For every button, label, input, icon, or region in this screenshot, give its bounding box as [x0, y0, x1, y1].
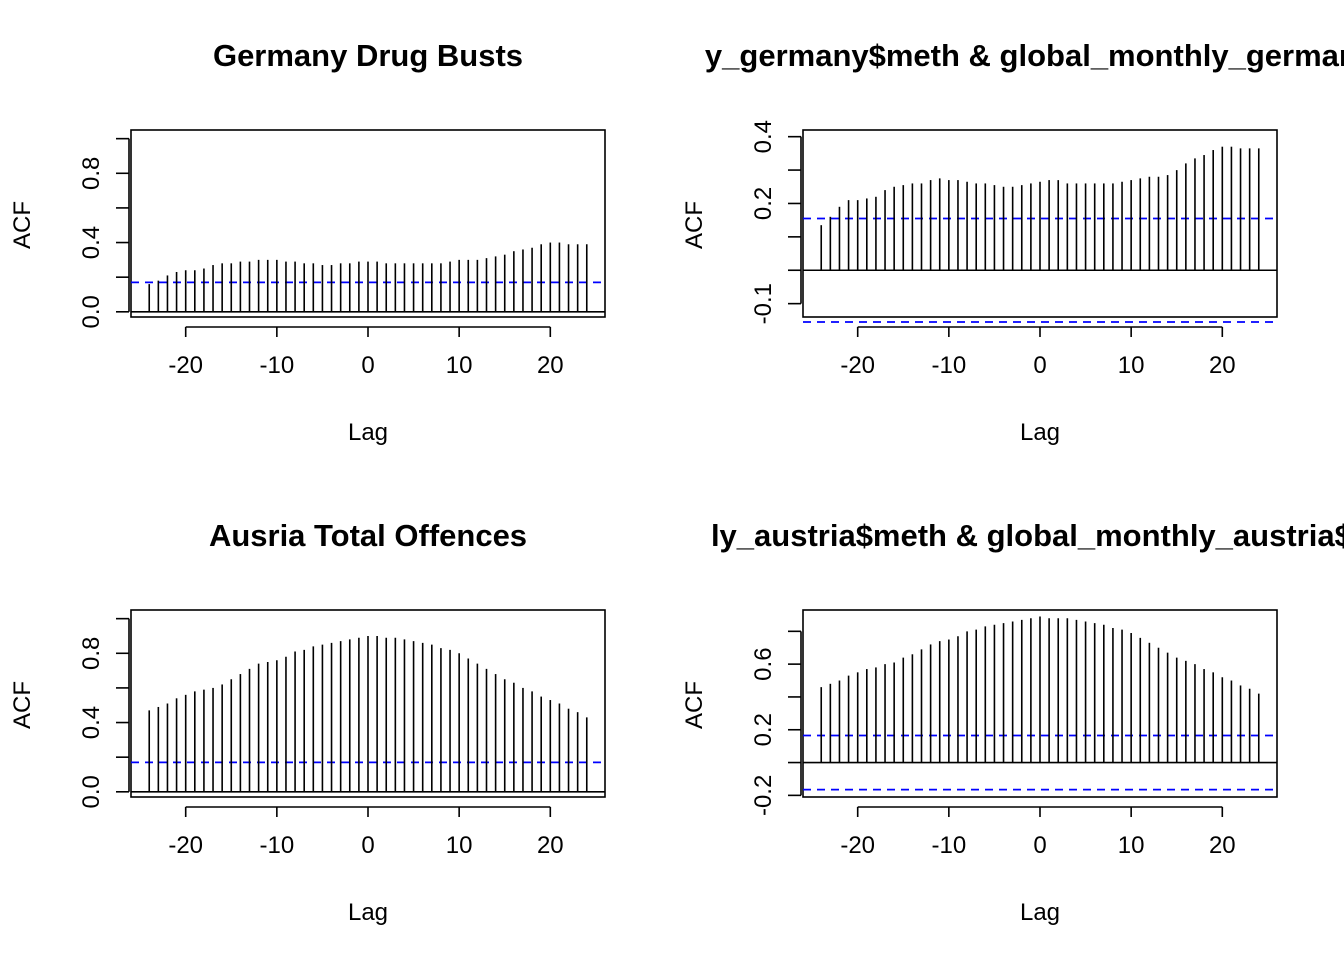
y-axis-title: ACF [9, 201, 36, 249]
acf-panel-1: Germany Drug Busts -20 -10 0 10 20 0.0 0.4 0.8 La… [9, 38, 606, 446]
x-tick-label: 0 [1033, 352, 1046, 379]
y-tick-label: 0.6 [750, 647, 777, 680]
panel-title: Ausria Total Offences [209, 518, 527, 553]
acf-panel-2: y_germany$meth & global_monthly_germany -… [681, 38, 1344, 446]
plot-frame [802, 129, 1278, 318]
plot-frame [130, 129, 606, 318]
y-axis-title: ACF [9, 681, 36, 729]
y-axis-title: ACF [681, 681, 708, 729]
y-tick-label: -0.2 [750, 775, 777, 816]
x-tick-label: -20 [168, 832, 203, 859]
x-tick-label: 20 [1209, 352, 1236, 379]
x-tick-label: 0 [1033, 832, 1046, 859]
x-tick-label: -10 [260, 352, 295, 379]
acf-panel-4: ly_austria$meth & global_monthly_austria… [681, 518, 1344, 926]
y-tick-label: 0.2 [750, 713, 777, 746]
panel-title: y_germany$meth & global_monthly_germany [705, 38, 1344, 73]
x-tick-label: 10 [1118, 352, 1145, 379]
x-tick-label: 0 [361, 832, 374, 859]
y-tick-label: 0.4 [78, 226, 105, 259]
x-tick-label: -20 [168, 352, 203, 379]
x-tick-label: 10 [1118, 832, 1145, 859]
x-tick-label: 0 [361, 352, 374, 379]
acf-panel-3: Ausria Total Offences -20 -10 0 10 20 0.0 0.4 0.… [9, 518, 606, 926]
plot-frame [130, 609, 606, 798]
y-tick-label: 0.4 [750, 120, 777, 153]
x-axis-title: Lag [348, 419, 388, 446]
x-tick-label: -20 [840, 352, 875, 379]
y-tick-label: 0.4 [78, 706, 105, 739]
x-tick-label: 20 [537, 832, 564, 859]
x-tick-label: 20 [1209, 832, 1236, 859]
x-axis-title: Lag [1020, 419, 1060, 446]
x-axis-title: Lag [348, 899, 388, 926]
x-tick-label: 10 [446, 832, 473, 859]
y-tick-label: -0.1 [750, 283, 777, 324]
y-axis-title: ACF [681, 201, 708, 249]
x-tick-label: 20 [537, 352, 564, 379]
x-tick-label: -20 [840, 832, 875, 859]
y-tick-label: 0.8 [78, 637, 105, 670]
panel-title: ly_austria$meth & global_monthly_austria… [711, 518, 1344, 553]
x-tick-label: -10 [260, 832, 295, 859]
x-tick-label: 10 [446, 352, 473, 379]
x-tick-label: -10 [932, 832, 967, 859]
plot-frame [802, 609, 1278, 798]
x-tick-label: -10 [932, 352, 967, 379]
y-tick-label: 0.8 [78, 157, 105, 190]
y-tick-label: 0.0 [78, 295, 105, 328]
x-axis-title: Lag [1020, 899, 1060, 926]
panel-title: Germany Drug Busts [213, 38, 523, 73]
y-tick-label: 0.0 [78, 775, 105, 808]
y-tick-label: 0.2 [750, 187, 777, 220]
